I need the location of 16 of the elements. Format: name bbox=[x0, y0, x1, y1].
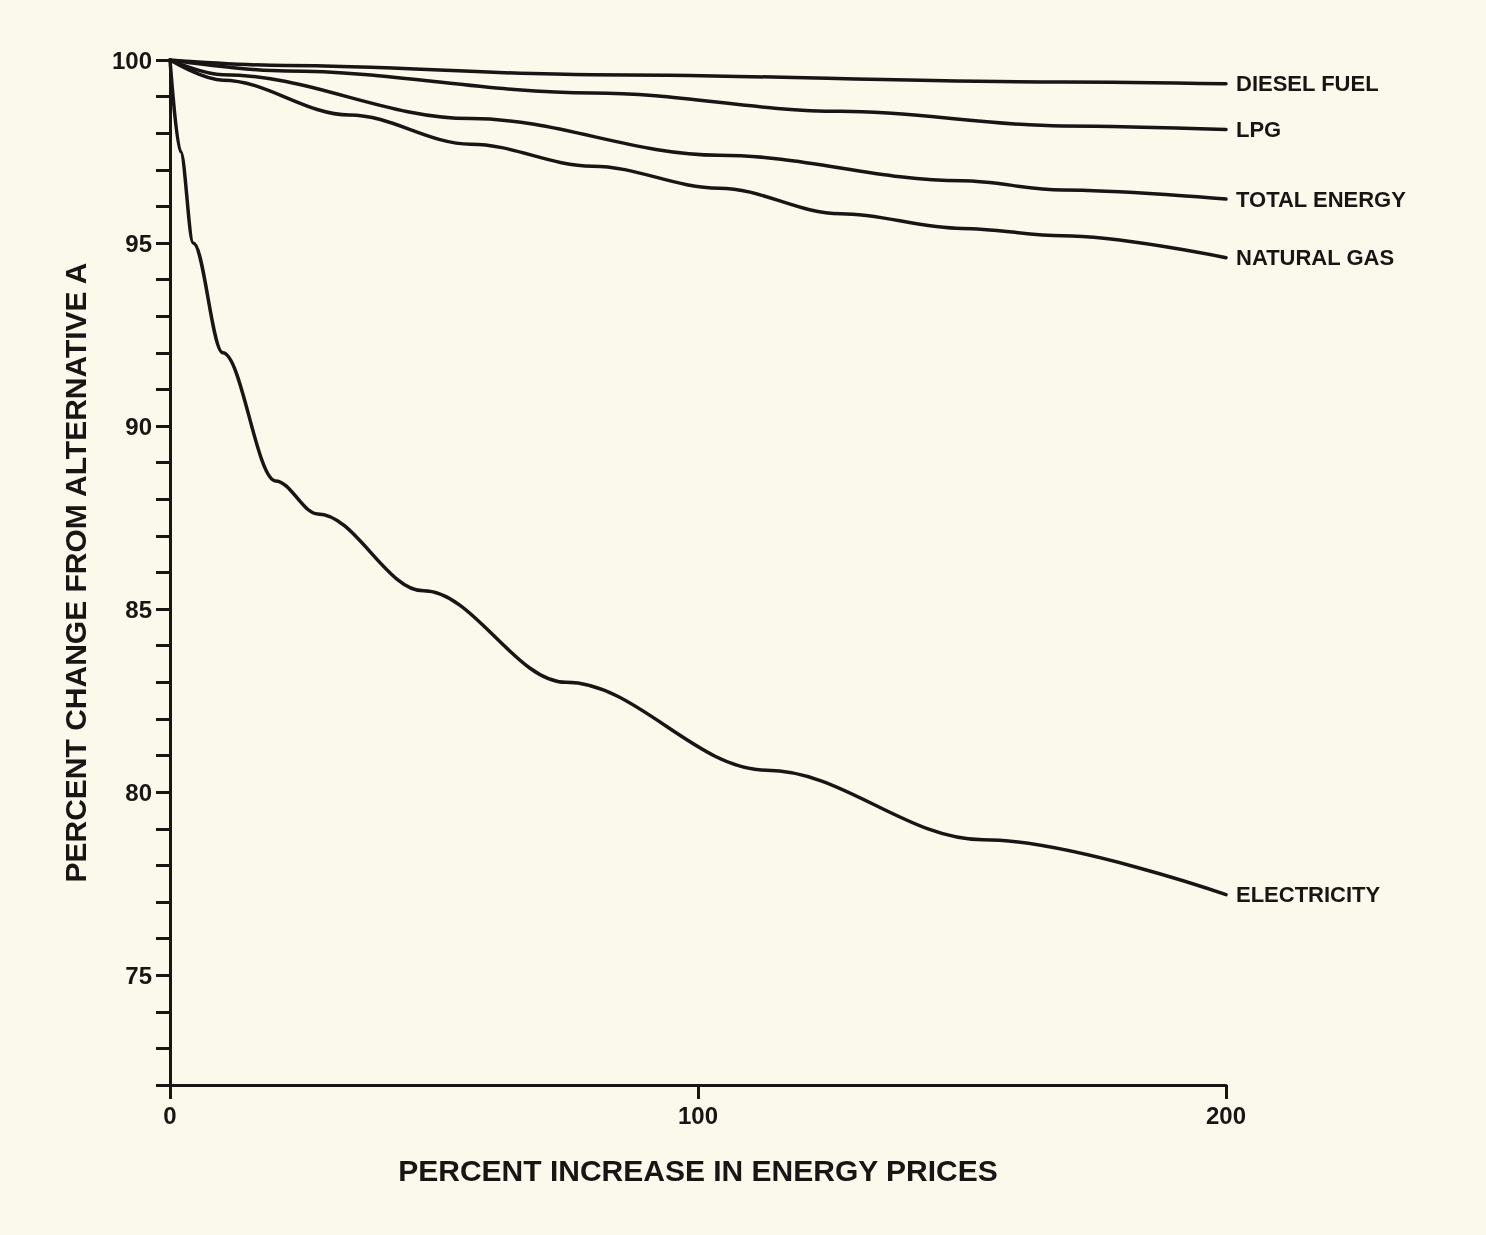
series-label: NATURAL GAS bbox=[1236, 245, 1395, 271]
series-label: DIESEL FUEL bbox=[1236, 71, 1379, 97]
y-tick-label: 100 bbox=[111, 46, 152, 74]
y-axis-title: PERCENT CHANGE FROM ALTERNATIVE A bbox=[58, 262, 92, 883]
x-tick-label: 0 bbox=[163, 1101, 177, 1129]
y-tick-label: 80 bbox=[125, 778, 152, 806]
x-axis-title: PERCENT INCREASE IN ENERGY PRICES bbox=[398, 1153, 998, 1187]
x-tick-label: 100 bbox=[677, 1101, 719, 1129]
series-label: ELECTRICITY bbox=[1236, 882, 1381, 908]
y-tick-label: 95 bbox=[125, 229, 152, 257]
y-tick-label: 90 bbox=[125, 412, 152, 440]
y-tick-label: 85 bbox=[125, 595, 152, 623]
series-label: LPG bbox=[1236, 117, 1282, 143]
y-tick-label: 75 bbox=[125, 961, 152, 989]
x-tick-label: 200 bbox=[1205, 1101, 1247, 1129]
series-label: TOTAL ENERGY bbox=[1236, 186, 1407, 212]
